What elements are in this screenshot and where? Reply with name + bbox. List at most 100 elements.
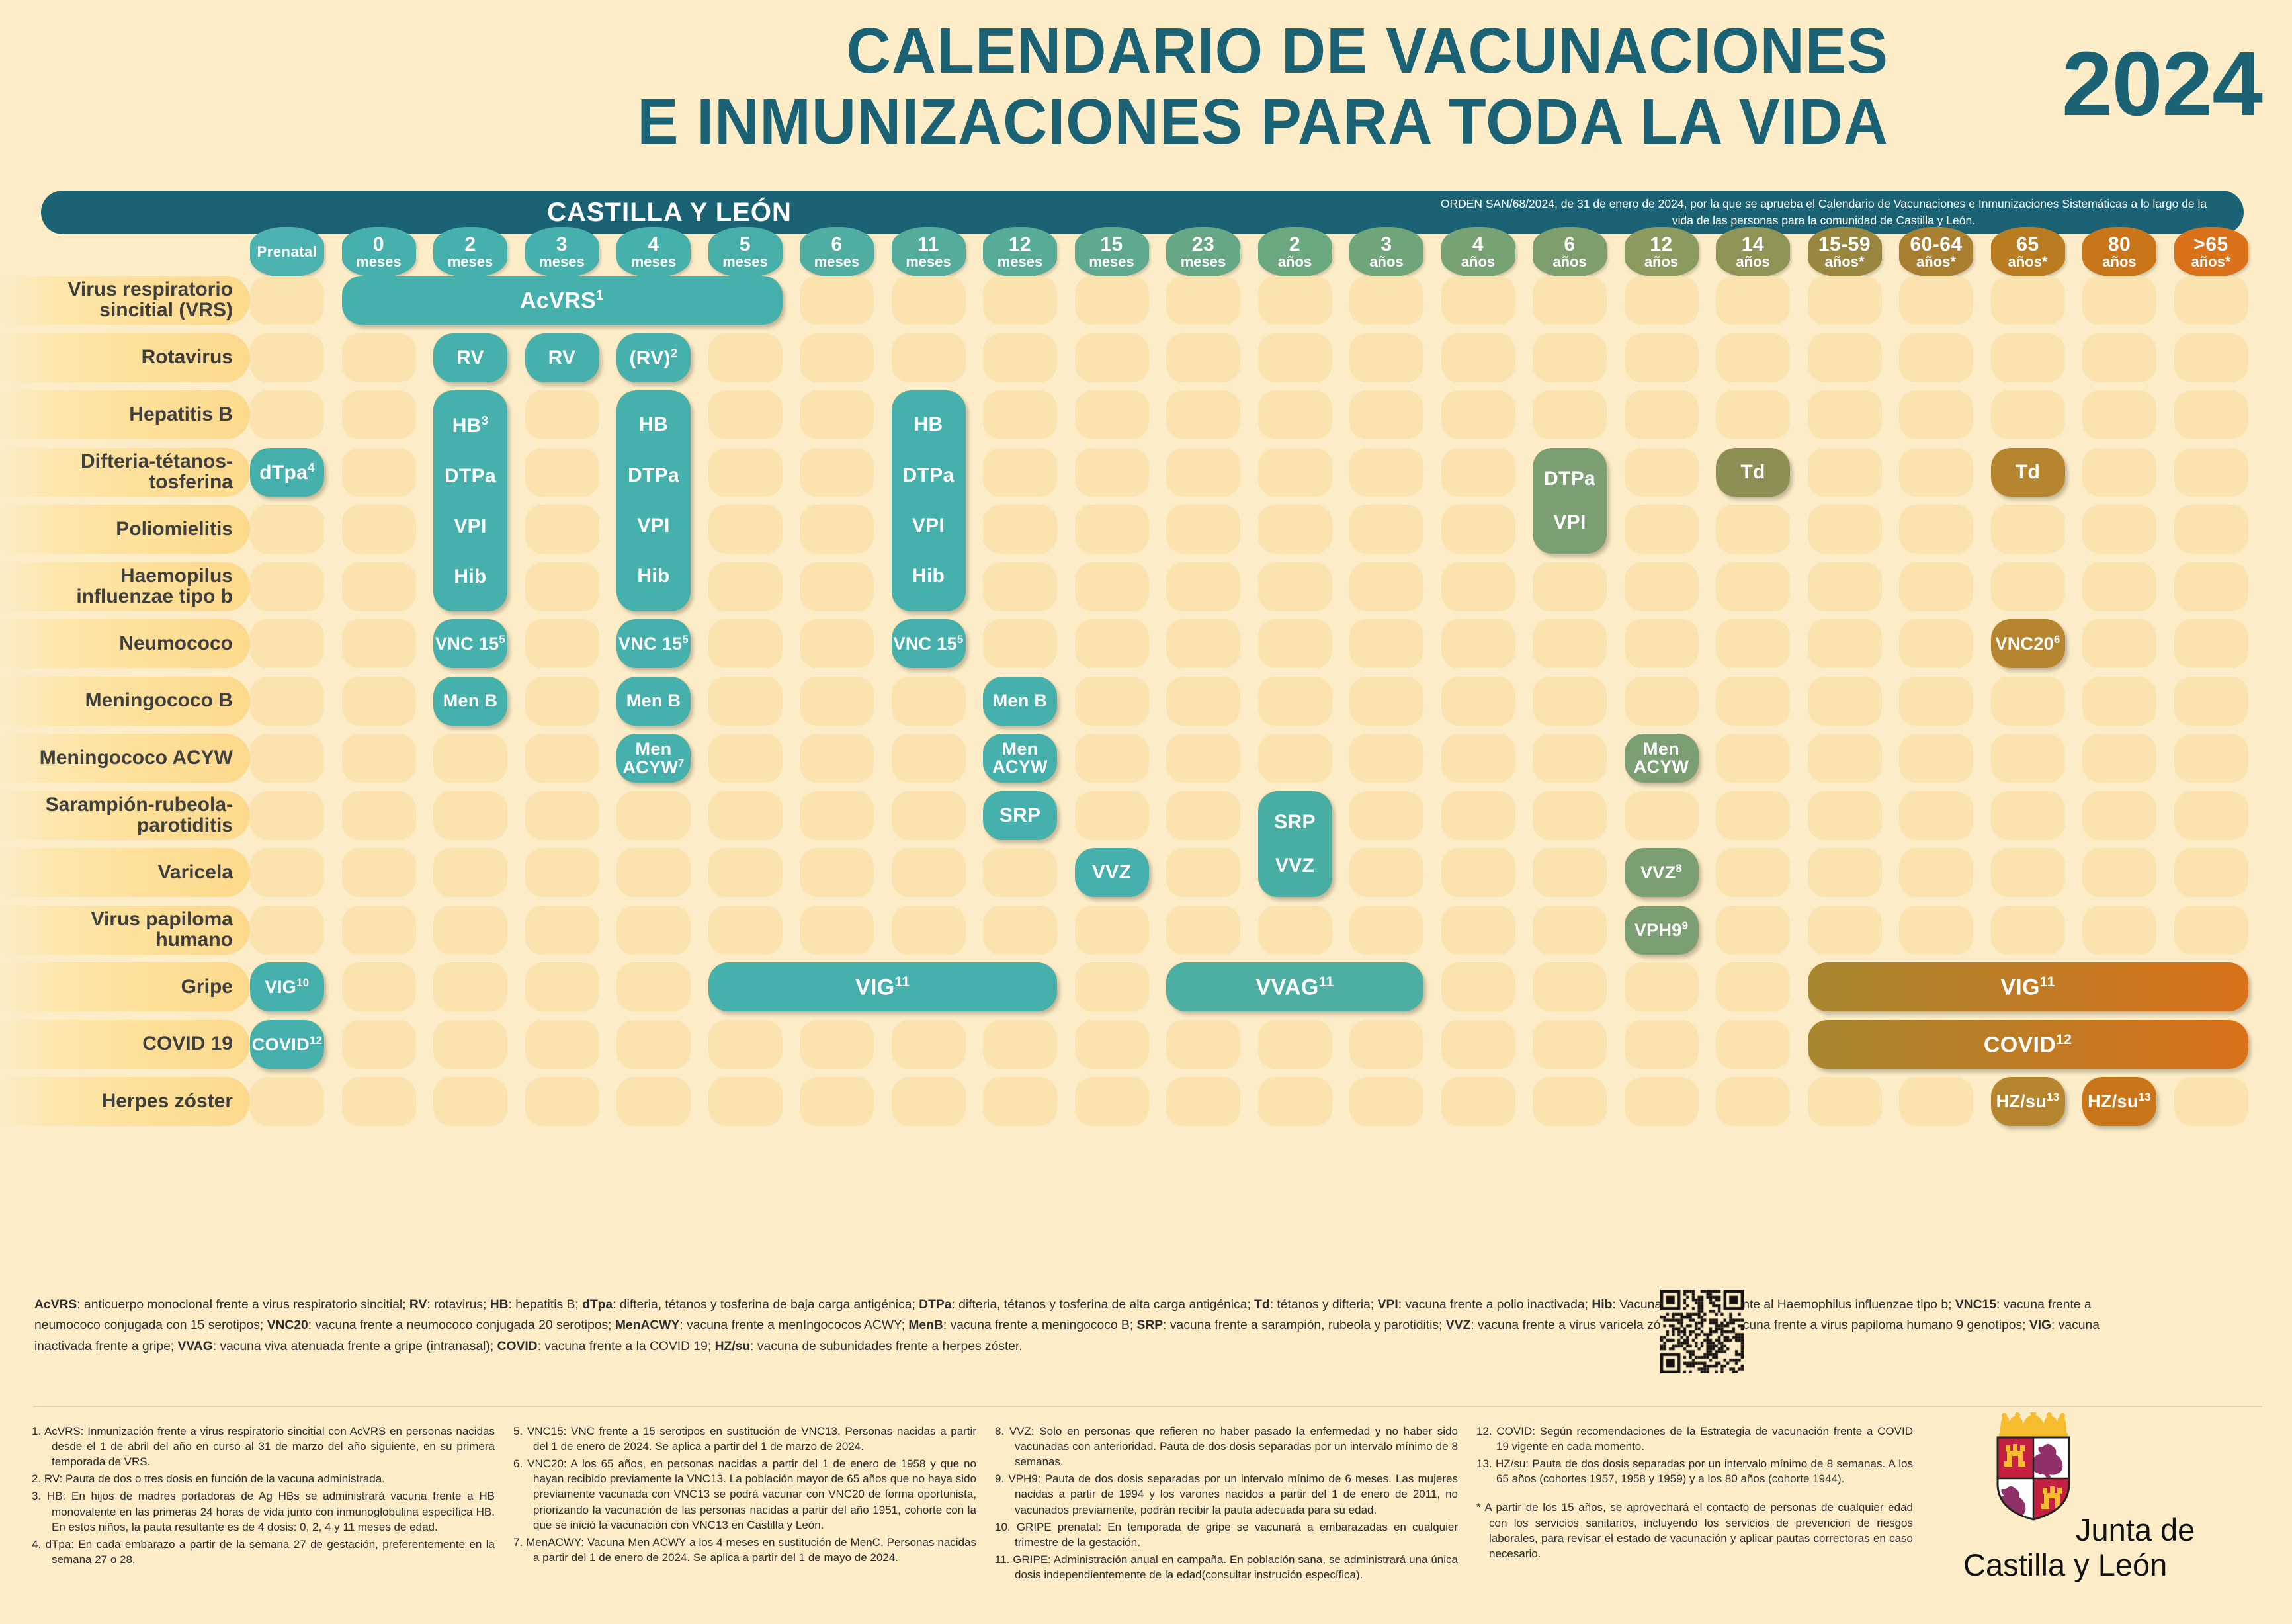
grid-slot bbox=[1899, 848, 1973, 897]
grid-slot bbox=[1257, 676, 1332, 726]
vaccination-grid: Prenatal 0 meses 2 meses 3 meses 4 meses 5 meses 6 m… bbox=[0, 227, 2292, 1267]
vaccine-cell-srp[interactable]: SRP bbox=[983, 791, 1057, 840]
grid-slot bbox=[800, 333, 874, 382]
vaccine-cell-hb-dtpa-vpi-hib[interactable]: HB DTPa VPI Hib bbox=[891, 390, 966, 611]
column-header-2-aos[interactable]: 2 años bbox=[1257, 227, 1332, 277]
column-header-23-meses[interactable]: 23 meses bbox=[1166, 227, 1240, 277]
vaccine-cell-covid12[interactable]: COVID12 bbox=[250, 1019, 324, 1069]
vaccine-cell-men-acyw[interactable]: Men ACYW bbox=[1624, 734, 1699, 783]
vaccine-cell-men-b[interactable]: Men B bbox=[616, 676, 691, 726]
grid-slot bbox=[341, 447, 416, 497]
vaccine-cell-hb3-dtpa-vpi-hib[interactable]: HB3 DTPa VPI Hib bbox=[433, 390, 507, 611]
vaccine-cell-td[interactable]: Td bbox=[1716, 447, 1790, 497]
column-header-6-meses[interactable]: 6 meses bbox=[800, 227, 874, 277]
vaccine-cell-hz-su13[interactable]: HZ/su13 bbox=[2082, 1077, 2156, 1126]
page-header: CALENDARIO DE VACUNACIONES E INMUNIZACIO… bbox=[0, 0, 2292, 234]
vaccine-cell-rv-2[interactable]: (RV)2 bbox=[616, 333, 691, 382]
vaccine-label: VNC 155 bbox=[618, 633, 689, 654]
vaccine-cell-vnc-155[interactable]: VNC 155 bbox=[891, 619, 966, 668]
vaccine-cell-men-acyw[interactable]: Men ACYW bbox=[983, 734, 1057, 783]
column-header-15-meses[interactable]: 15 meses bbox=[1074, 227, 1149, 277]
column-header-14-aos[interactable]: 14 años bbox=[1716, 227, 1790, 277]
vaccine-cell-covid12[interactable]: COVID12 bbox=[1807, 1019, 2248, 1069]
vaccine-cell-td[interactable]: Td bbox=[1990, 447, 2065, 497]
grid-slot bbox=[1349, 505, 1423, 554]
column-header-6-aos[interactable]: 6 años bbox=[1533, 227, 1607, 277]
vaccine-cell-vvz[interactable]: VVZ bbox=[1074, 848, 1149, 897]
grid-slot bbox=[1349, 562, 1423, 611]
column-header-12-meses[interactable]: 12 meses bbox=[983, 227, 1057, 277]
vaccine-cell-vnc-155[interactable]: VNC 155 bbox=[616, 619, 691, 668]
vaccine-cell-rv[interactable]: RV bbox=[525, 333, 599, 382]
vaccine-cell-dtpa4[interactable]: dTpa4 bbox=[250, 447, 324, 497]
vaccine-cell-vig11[interactable]: VIG11 bbox=[708, 962, 1057, 1011]
row-label-line: Poliomielitis bbox=[116, 517, 233, 540]
vaccine-cell-vvag11[interactable]: VVAG11 bbox=[1166, 962, 1423, 1011]
vaccine-cell-hb-dtpa-vpi-hib[interactable]: HB DTPa VPI Hib bbox=[616, 390, 691, 611]
vaccine-cell-rv[interactable]: RV bbox=[433, 333, 507, 382]
vaccine-cell-vnc206[interactable]: VNC206 bbox=[1990, 619, 2065, 668]
column-header-3-aos[interactable]: 3 años bbox=[1349, 227, 1423, 277]
column-header-0-meses[interactable]: 0 meses bbox=[341, 227, 416, 277]
row-label-rotavirus: Rotavirus bbox=[0, 333, 250, 382]
grid-slot bbox=[2174, 791, 2248, 840]
column-header-11-meses[interactable]: 11 meses bbox=[891, 227, 966, 277]
grid-slot bbox=[708, 562, 783, 611]
grid-slot bbox=[1990, 734, 2065, 783]
vaccine-cell-men-b[interactable]: Men B bbox=[983, 676, 1057, 726]
vaccine-cell-vnc-155[interactable]: VNC 155 bbox=[433, 619, 507, 668]
vaccine-label: Men B bbox=[443, 691, 498, 710]
grid-slot bbox=[433, 1077, 507, 1126]
grid-slot bbox=[1074, 619, 1149, 668]
grid-slot bbox=[525, 905, 599, 955]
vaccine-label: HB3 bbox=[452, 413, 489, 437]
grid-slot bbox=[1074, 1019, 1149, 1069]
qr-code[interactable] bbox=[1660, 1290, 1744, 1373]
vaccine-label: Men bbox=[635, 738, 672, 759]
column-header-4-aos[interactable]: 4 años bbox=[1441, 227, 1515, 277]
grid-slot bbox=[708, 905, 783, 955]
column-header-80-aos[interactable]: 80 años bbox=[2082, 227, 2156, 277]
grid-slot bbox=[2174, 390, 2248, 439]
column-header-unit: meses bbox=[1089, 253, 1134, 271]
vaccine-cell-acvrs1[interactable]: AcVRS1 bbox=[341, 276, 783, 325]
grid-slot bbox=[2082, 905, 2156, 955]
vaccine-cell-vig11[interactable]: VIG11 bbox=[1807, 962, 2248, 1011]
column-header-3-meses[interactable]: 3 meses bbox=[525, 227, 599, 277]
grid-slot bbox=[2174, 848, 2248, 897]
vaccine-cell-vph99[interactable]: VPH99 bbox=[1624, 905, 1699, 955]
row-label-line: Difteria-tétanos- bbox=[80, 450, 233, 472]
vaccine-label: Td bbox=[2015, 460, 2041, 483]
vaccine-label: HZ/su13 bbox=[1996, 1091, 2060, 1111]
column-header-12-aos[interactable]: 12 años bbox=[1624, 227, 1699, 277]
column-header-60-64-aos[interactable]: 60-64 años* bbox=[1899, 227, 1973, 277]
vaccine-cell-vig10[interactable]: VIG10 bbox=[250, 962, 324, 1011]
vaccine-cell-srp-vvz[interactable]: SRP VVZ bbox=[1257, 791, 1332, 897]
grid-slot bbox=[250, 505, 324, 554]
grid-slot bbox=[1624, 447, 1699, 497]
column-header-65-aos[interactable]: 65 años* bbox=[1990, 227, 2065, 277]
column-header-15-59-aos[interactable]: 15-59 años* bbox=[1807, 227, 1882, 277]
row-label-hepatitis-b: Hepatitis B bbox=[0, 390, 250, 439]
grid-slot bbox=[1533, 848, 1607, 897]
column-header-65-aos[interactable]: >65 años* bbox=[2174, 227, 2248, 277]
grid-slot bbox=[341, 734, 416, 783]
column-header-unit: años bbox=[2102, 253, 2137, 271]
vaccine-cell-hz-su13[interactable]: HZ/su13 bbox=[1990, 1077, 2065, 1126]
grid-slot bbox=[1533, 1019, 1607, 1069]
vaccine-label: VIG10 bbox=[265, 976, 310, 997]
grid-slot bbox=[1807, 619, 1882, 668]
vaccine-cell-men-b[interactable]: Men B bbox=[433, 676, 507, 726]
footnote-item: 12. COVID: Según recomendaciones de la E… bbox=[1476, 1425, 1913, 1453]
vaccine-cell-men-acyw7[interactable]: Men ACYW7 bbox=[616, 734, 691, 783]
column-header-4-meses[interactable]: 4 meses bbox=[616, 227, 691, 277]
grid-slot bbox=[1716, 848, 1790, 897]
vaccine-cell-dtpa-vpi[interactable]: DTPa VPI bbox=[1533, 447, 1607, 554]
column-header-5-meses[interactable]: 5 meses bbox=[708, 227, 783, 277]
column-header-2-meses[interactable]: 2 meses bbox=[433, 227, 507, 277]
grid-slot bbox=[1166, 619, 1240, 668]
column-header-Prenatal[interactable]: Prenatal bbox=[250, 227, 324, 277]
column-header-value: 14 bbox=[1741, 233, 1765, 255]
vaccine-cell-vvz8[interactable]: VVZ8 bbox=[1624, 848, 1699, 897]
vaccine-label: Hib bbox=[912, 565, 945, 587]
